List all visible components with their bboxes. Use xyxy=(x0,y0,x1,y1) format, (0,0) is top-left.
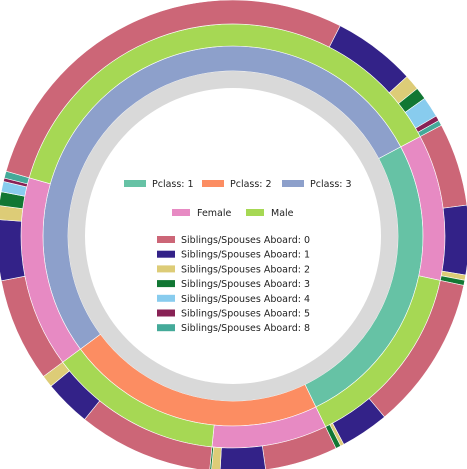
legend-swatch-sibsp-6 xyxy=(157,324,175,332)
sibsp-8-male-pclass-3-arc xyxy=(417,120,442,137)
sibsp-1-female-pclass-2-arc xyxy=(219,445,266,469)
legend-swatch-sibsp-1 xyxy=(157,250,175,258)
legend-swatch-sex-female xyxy=(172,209,190,216)
legend-swatch-sex-male xyxy=(246,209,264,216)
legend-swatch-sibsp-5 xyxy=(157,309,175,317)
legend-swatch-pclass-1 xyxy=(124,180,146,187)
legend-swatch-sibsp-3 xyxy=(157,280,175,288)
sibsp-1-female-pclass-1-arc xyxy=(441,204,467,276)
legend-label-sex-female: Female xyxy=(197,208,232,219)
legend-swatch-sibsp-0 xyxy=(157,236,175,243)
legend-label-sibsp-1: Siblings/Spouses Aboard: 1 xyxy=(181,250,310,261)
legend-label-sibsp-0: Siblings/Spouses Aboard: 0 xyxy=(181,235,310,246)
legend-label-pclass-2: Pclass: 2 xyxy=(230,179,272,190)
legend-swatch-pclass-2 xyxy=(202,180,224,187)
legend-label-sibsp-5: Siblings/Spouses Aboard: 5 xyxy=(181,309,310,320)
legend-label-sibsp-4: Siblings/Spouses Aboard: 4 xyxy=(181,294,310,305)
legend: Pclass: 1 Pclass: 2 Pclass: 3 Female Male Sib… xyxy=(124,179,352,334)
sibsp-1-female-pclass-3-arc xyxy=(0,219,26,282)
legend-label-sibsp-2: Siblings/Spouses Aboard: 2 xyxy=(181,264,310,275)
legend-label-sex-male: Male xyxy=(271,208,294,219)
legend-label-sibsp-6: Siblings/Spouses Aboard: 8 xyxy=(181,323,310,334)
legend-swatch-sibsp-4 xyxy=(157,294,175,302)
legend-label-sibsp-3: Siblings/Spouses Aboard: 3 xyxy=(181,279,310,290)
legend-label-pclass-3: Pclass: 3 xyxy=(310,179,352,190)
legend-label-pclass-1: Pclass: 1 xyxy=(152,179,194,190)
legend-swatch-sibsp-2 xyxy=(157,265,175,273)
legend-swatch-pclass-3 xyxy=(282,180,304,187)
